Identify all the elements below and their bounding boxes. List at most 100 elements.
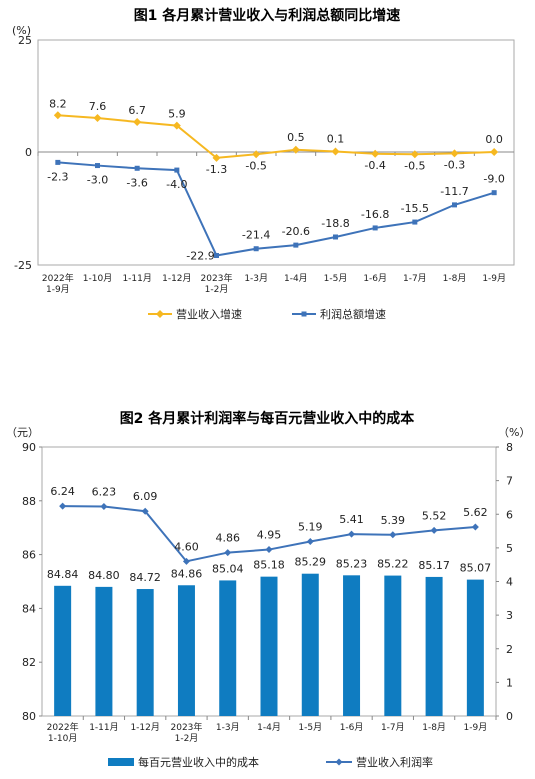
chart-1-point-marker [214,253,219,259]
chart-2-bar [136,589,154,716]
chart-1-point-marker [134,165,140,171]
chart-2-line-marker [182,557,190,565]
chart-2-x-tick-label: 1-3月 [216,722,240,733]
chart-1-x-tick-label: 1-10月 [83,273,112,284]
chart-2-line-label: 6.24 [50,485,75,498]
chart-1-x-tick-label: 1-9月 [46,284,70,295]
chart-2-left-tick-label: 86 [22,549,36,562]
chart-1: 图1 各月累计营业收入与利润总额同比增速 (%) 250-252022年1-9月… [12,7,515,321]
chart-1-legend-label: 营业收入增速 [176,307,242,321]
chart-1-x-tick-label: 1-12月 [162,273,191,284]
chart-2-left-tick-label: 88 [22,495,36,508]
chart-1-data-label: -3.6 [126,176,147,189]
chart-2-x-tick-label: 1-12月 [130,722,159,733]
chart-2-bar [301,573,319,716]
chart-2-bar [343,575,361,716]
chart-2-line-label: 5.19 [298,520,323,533]
chart-2-bar [466,579,484,716]
chart-2-x-tick-label: 1-4月 [257,722,281,733]
chart-1-x-tick-label: 2022年 [42,272,74,284]
chart-1-x-tick-label: 1-11月 [122,273,151,284]
chart-2-bar-label: 85.22 [377,558,409,571]
chart-2-line-label: 4.86 [215,532,240,545]
chart-1-data-label: 8.2 [49,97,67,110]
chart-2-bar-label: 85.18 [253,559,285,572]
chart-2-left-tick-label: 90 [22,441,36,454]
chart-1-point-marker [172,121,181,130]
chart-2-line-label: 5.39 [381,514,406,527]
chart-2-right-tick-label: 2 [506,643,513,656]
chart-1-point-marker [95,163,100,169]
chart-1-data-label: -20.6 [282,225,310,238]
chart-2-bar [260,576,278,716]
chart-2-legend-line-label: 营业收入利润率 [356,755,433,769]
chart-1-x-tick-label: 1-8月 [443,273,467,284]
chart-2-bar-label: 84.80 [88,569,120,582]
chart-1-data-label: -9.0 [483,173,504,186]
chart-1-data-label: -0.5 [404,159,425,172]
chart-1-data-label: -0.3 [444,158,465,171]
chart-2-right-tick-label: 0 [506,710,513,723]
chart-1-data-label: 0.5 [287,131,305,144]
chart-2-bar-label: 85.23 [336,557,368,570]
chart-2-bar [177,585,195,716]
chart-1-point-marker [372,225,378,231]
chart-1-data-label: -22.9 [186,250,214,263]
chart-1-point-marker [371,149,380,158]
chart-1-y-tick-label: 25 [18,34,32,47]
chart-2-right-tick-label: 5 [506,542,513,555]
chart-1-data-label: 5.9 [168,108,186,121]
chart-1-point-marker [133,117,142,126]
chart-2-line-marker [430,526,438,534]
chart-2-right-tick-label: 8 [506,441,513,454]
chart-1-data-label: 0.0 [485,133,503,146]
chart-2-line-label: 5.62 [463,506,488,519]
chart-1-point-marker [53,111,62,120]
chart-1-y-tick-label: -25 [14,259,32,272]
chart-1-y-tick-label: 0 [25,146,32,159]
chart-1-y-unit: (%) [12,24,31,37]
chart-1-data-label: -18.8 [321,217,349,230]
chart-1-x-tick-label: 1-7月 [403,273,427,284]
chart-2-x-tick-label: 1-5月 [298,722,322,733]
chart-1-data-label: 6.7 [128,104,146,117]
chart-2-bar-label: 85.04 [212,562,244,575]
chart-1-point-marker [410,150,419,159]
chart-2-line-marker [348,530,356,538]
chart-2-x-tick-label: 1-10月 [48,733,77,744]
chart-2-line-label: 5.52 [422,509,447,522]
chart-2-bar [219,580,237,716]
chart-2-right-unit: （%） [498,426,530,439]
chart-1-point-marker [253,246,259,252]
chart-2: 图2 各月累计利润率与每百元营业收入中的成本 （元） （%） 908886848… [6,410,530,769]
chart-2-bar-label: 85.07 [460,562,492,575]
chart-2-legend-bar-swatch [108,758,134,766]
chart-1-data-label: -2.3 [47,170,68,183]
chart-1-point-marker [174,167,180,173]
chart-1-series-line-1 [57,161,495,257]
chart-1-point-marker [252,150,261,159]
chart-2-right-tick-label: 3 [506,609,513,622]
chart-1-legend-label: 利润总额增速 [320,307,386,321]
chart-2-line-marker [265,546,273,554]
chart-2-line-label: 4.60 [174,540,199,553]
chart-2-x-tick-label: 1-11月 [89,722,118,733]
chart-1-data-label: -11.7 [440,185,468,198]
chart-2-x-tick-label: 1-7月 [381,722,405,733]
chart-2-x-tick-label: 1-8月 [422,722,446,733]
chart-1-point-marker [331,147,340,156]
chart-2-left-unit: （元） [6,426,39,439]
chart-1-data-label: -0.4 [364,159,385,172]
chart-2-bar-label: 84.84 [47,568,79,581]
chart-1-point-marker [491,190,497,196]
chart-2-line-marker [389,531,397,539]
chart-2-line-marker [141,507,149,515]
chart-1-point-marker [291,145,300,154]
chart-2-bar-label: 85.17 [418,559,450,572]
chart-2-bar-label: 85.29 [295,556,327,569]
chart-1-x-tick-label: 1-5月 [324,273,348,284]
chart-2-bar-label: 84.72 [129,571,161,584]
chart-1-x-tick-label: 1-6月 [363,273,387,284]
chart-1-x-tick-label: 1-9月 [482,273,506,284]
